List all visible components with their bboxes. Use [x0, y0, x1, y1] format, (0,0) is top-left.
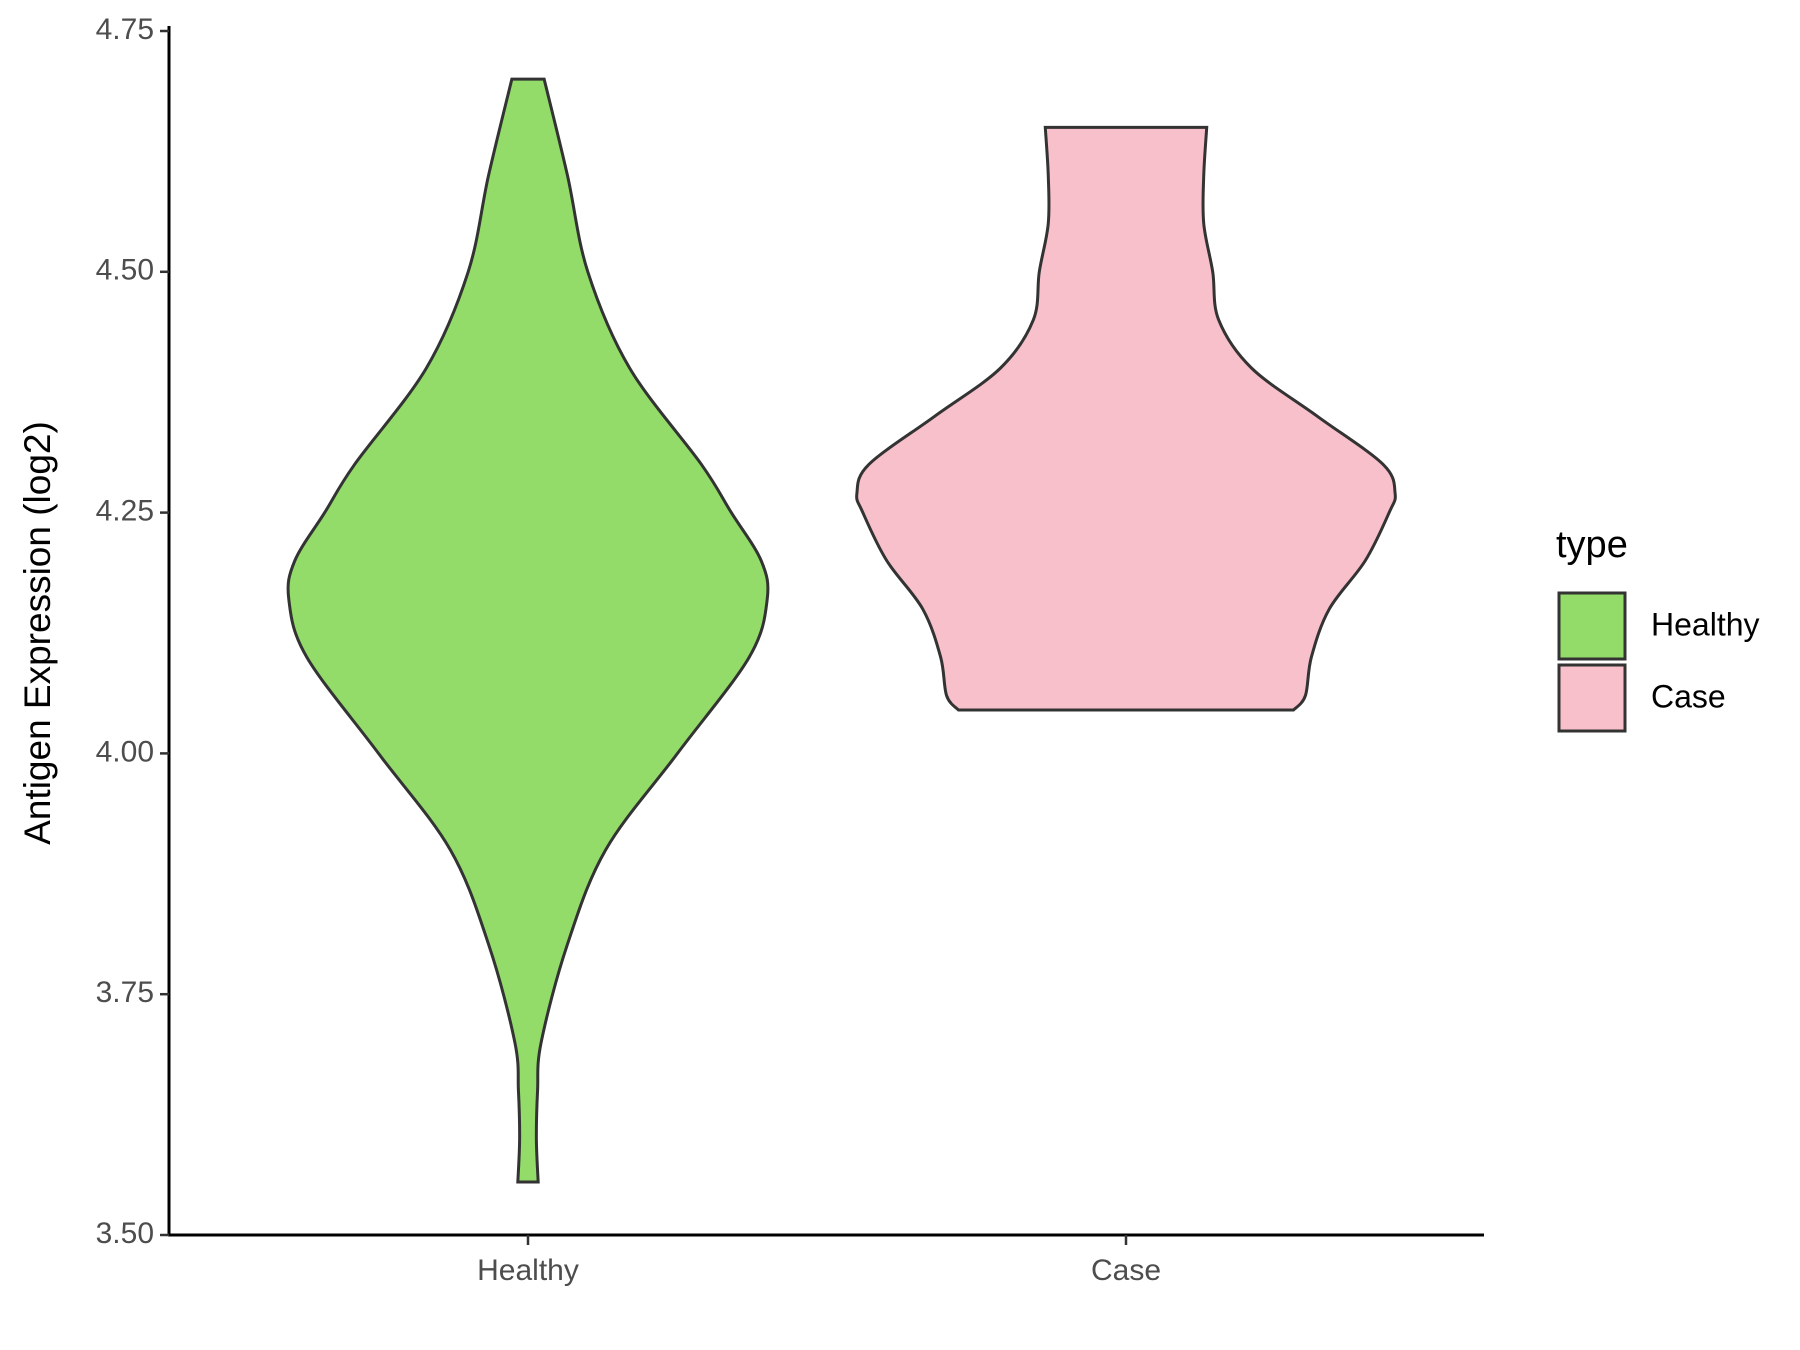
legend-key — [1557, 663, 1627, 733]
x-tick-label: Healthy — [477, 1254, 579, 1287]
y-tick-label: 3.50 — [96, 1217, 154, 1250]
violin — [286, 77, 770, 1184]
legend-title: type — [1556, 524, 1628, 566]
y-tick-label: 3.75 — [96, 976, 154, 1009]
legend-label: Case — [1651, 678, 1726, 714]
y-tick-label: 4.75 — [96, 13, 154, 46]
x-tick-label: Case — [1091, 1254, 1161, 1287]
y-tick-label: 4.50 — [96, 254, 154, 287]
legend-label: Healthy — [1651, 606, 1760, 642]
legend-key — [1557, 591, 1627, 661]
violin — [855, 125, 1397, 712]
y-tick-label: 4.00 — [96, 735, 154, 768]
y-tick-label: 4.25 — [96, 495, 154, 528]
y-axis-title: Antigen Expression (log2) — [17, 421, 58, 845]
